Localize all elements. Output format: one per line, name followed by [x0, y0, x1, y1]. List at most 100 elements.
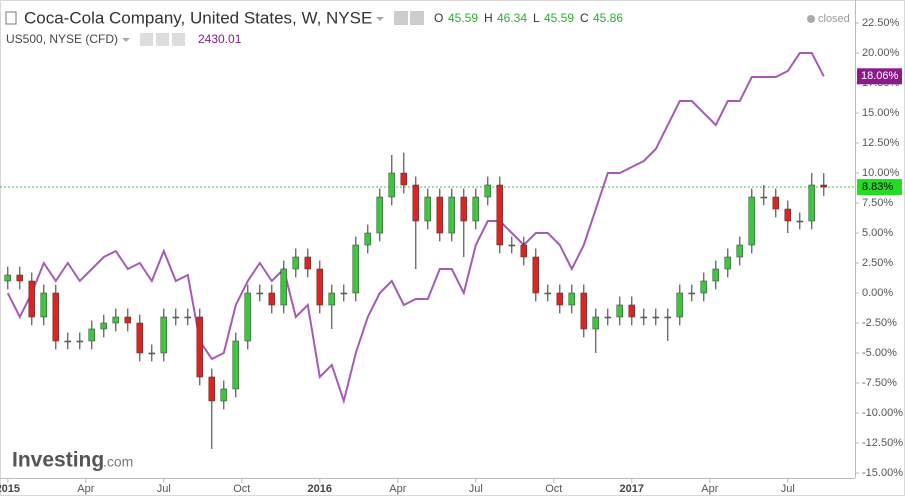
- settings-icon[interactable]: [410, 11, 424, 25]
- x-tick-label: Jul: [781, 483, 795, 495]
- y-tick-label: -5.00%: [862, 347, 897, 359]
- candle-body: [268, 292, 276, 306]
- plot: [0, 52, 855, 449]
- candle-body: [496, 184, 504, 246]
- candle-body: [688, 292, 696, 295]
- candle-body: [280, 268, 288, 306]
- x-tick-label: Apr: [701, 483, 718, 495]
- candle-body: [580, 292, 588, 330]
- candle-body: [136, 322, 144, 354]
- y-tick-label: -7.50%: [862, 377, 897, 389]
- compare-price: 2430.01: [198, 32, 242, 46]
- candle-body: [712, 268, 720, 282]
- candle-body: [304, 256, 312, 270]
- candle-body: [604, 316, 612, 319]
- candle-body: [676, 292, 684, 318]
- status: closed: [818, 13, 850, 25]
- candle-body: [664, 316, 672, 319]
- c-value: 45.86: [593, 11, 623, 25]
- c-label: C: [580, 11, 589, 25]
- candle-body: [376, 196, 384, 234]
- last-value-label: 18.06%: [861, 70, 899, 82]
- candle-body: [796, 220, 804, 223]
- close-icon[interactable]: [172, 33, 185, 46]
- candle-body: [760, 196, 768, 199]
- y-tick-label: 5.00%: [862, 227, 893, 239]
- y-tick-label: 22.50%: [862, 17, 900, 29]
- candle-body: [160, 316, 168, 354]
- candle-body: [508, 244, 516, 247]
- candle-body: [352, 244, 360, 294]
- candle-body: [592, 316, 600, 330]
- candle-body: [100, 322, 108, 330]
- candle-body: [628, 304, 636, 318]
- settings-icon[interactable]: [140, 33, 153, 46]
- candle-body: [472, 196, 480, 222]
- candle-body: [748, 196, 756, 246]
- candle-body: [568, 292, 576, 306]
- candle-body: [652, 316, 660, 319]
- x-tick-label: Apr: [389, 483, 406, 495]
- candle-body: [148, 352, 156, 355]
- candle-body: [640, 316, 648, 319]
- candle-body: [52, 292, 60, 342]
- candle-body: [28, 280, 36, 318]
- candle-body: [736, 244, 744, 258]
- y-tick-label: 7.50%: [862, 197, 893, 209]
- o-label: O: [434, 11, 443, 25]
- candle-body: [460, 196, 468, 222]
- y-tick-label: 15.00%: [862, 107, 900, 119]
- y-tick-label: 2.50%: [862, 257, 893, 269]
- candle-body: [616, 304, 624, 318]
- status-dot: [807, 15, 815, 23]
- last-value-label: 8.83%: [862, 181, 893, 193]
- candle-body: [244, 292, 252, 342]
- x-tick-label: Oct: [233, 483, 250, 495]
- y-tick-label: -15.00%: [862, 467, 903, 479]
- l-value: 45.59: [544, 11, 574, 25]
- dropdown[interactable]: [376, 17, 384, 21]
- candle-body: [328, 292, 336, 306]
- chart-title: Coca-Cola Company, United States, W, NYS…: [24, 8, 372, 27]
- x-tick-label: 2016: [308, 483, 332, 495]
- x-tick-label: Jul: [157, 483, 171, 495]
- candle-body: [364, 232, 372, 246]
- candle-body: [316, 268, 324, 306]
- x-tick-label: Jul: [469, 483, 483, 495]
- candle-body: [388, 172, 396, 198]
- candle-body: [412, 184, 420, 222]
- candle-body: [340, 292, 348, 295]
- dropdown[interactable]: [122, 38, 130, 42]
- candle-body: [208, 376, 216, 402]
- y-tick-label: -12.50%: [862, 437, 903, 449]
- candle-body: [448, 196, 456, 234]
- h-label: H: [484, 11, 493, 25]
- y-tick-label: 0.00%: [862, 287, 893, 299]
- candle-body: [292, 256, 300, 270]
- collapse-icon[interactable]: [5, 11, 17, 25]
- logo-suffix: .com: [103, 454, 133, 470]
- logo: Investing: [12, 449, 104, 472]
- candle-body: [556, 292, 564, 306]
- candle-body: [220, 388, 228, 402]
- line-series: [6, 52, 825, 405]
- settings-icon[interactable]: [156, 33, 169, 46]
- settings-icon[interactable]: [394, 11, 408, 25]
- candle-body: [436, 196, 444, 234]
- y-tick-label: 10.00%: [862, 167, 900, 179]
- last-value-box: [857, 68, 902, 85]
- candle-body: [172, 316, 180, 319]
- candle-body: [88, 328, 96, 342]
- candle-body: [784, 208, 792, 222]
- y-tick-label: -10.00%: [862, 407, 903, 419]
- h-value: 46.34: [497, 11, 527, 25]
- candle-body: [700, 280, 708, 294]
- candle-body: [724, 256, 732, 270]
- candle-body: [820, 184, 828, 188]
- o-value: 45.59: [448, 11, 478, 25]
- candle-body: [4, 274, 12, 282]
- candle-body: [196, 316, 204, 378]
- x-tick-label: Oct: [545, 483, 562, 495]
